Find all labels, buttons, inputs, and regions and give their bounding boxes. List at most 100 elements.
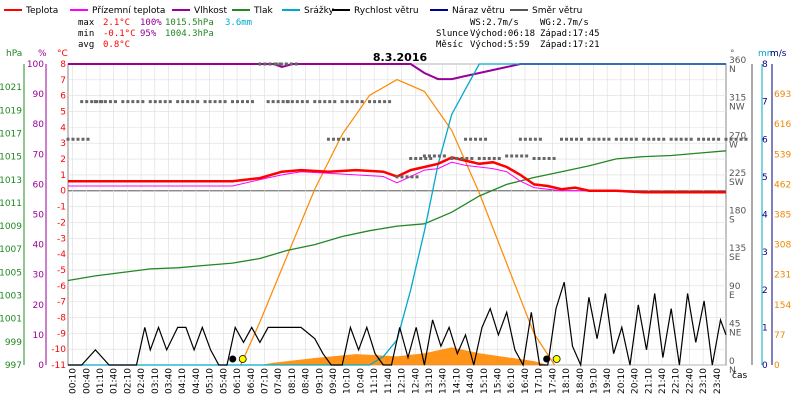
- wind-direction-point: [350, 100, 354, 104]
- rain-tick-label: 0: [774, 361, 780, 371]
- wind-direction-point: [345, 100, 349, 104]
- wind-direction-point: [218, 100, 222, 104]
- degc-tick-label: -4: [57, 250, 66, 260]
- ms-tick-label: 6: [762, 135, 768, 145]
- x-tick-label: 05:40: [219, 368, 229, 394]
- wind-direction-point: [341, 137, 345, 141]
- dir-tick-label: 360: [729, 56, 746, 66]
- wind-direction-point: [450, 156, 454, 160]
- wind-direction-point: [246, 100, 249, 104]
- wind-direction-point: [729, 137, 733, 141]
- wind-direction-point: [266, 100, 270, 104]
- wind-direction-point: [274, 62, 278, 66]
- dir-tick-label: 225: [729, 169, 746, 179]
- rain-tick-label: 462: [774, 180, 791, 190]
- legend-label: Směr větru: [532, 6, 582, 16]
- x-tick-label: 05:10: [206, 368, 216, 394]
- wind-direction-point: [532, 156, 536, 160]
- wind-direction-point: [168, 100, 172, 104]
- x-tick-label: 00:40: [82, 368, 92, 394]
- x-tick-label: 14:10: [452, 368, 462, 394]
- wind-direction-point: [429, 156, 433, 160]
- wind-direction-point: [71, 137, 75, 141]
- wind-direction-point: [213, 100, 217, 104]
- legend-label: Vlhkost: [194, 6, 227, 16]
- wind-direction-point: [669, 137, 673, 141]
- x-tick-label: 03:40: [165, 368, 175, 394]
- hpa-tick-label: 1017: [0, 129, 22, 139]
- x-tick-label: 23:10: [699, 368, 709, 394]
- stats-min-hum: 95%: [140, 29, 157, 39]
- wind-direction-point: [126, 100, 130, 104]
- x-tick-label: 00:10: [69, 368, 79, 394]
- wind-direction-point: [405, 175, 409, 179]
- wind-direction-point: [422, 154, 426, 158]
- wind-direction-point: [484, 137, 488, 141]
- x-tick-label: 18:10: [562, 368, 572, 394]
- rain-tick-label: 539: [774, 150, 791, 160]
- wind-direction-point: [533, 137, 537, 141]
- wind-direction-point: [717, 137, 721, 141]
- wind-direction-point: [602, 137, 606, 141]
- x-tick-label: 13:10: [425, 368, 435, 394]
- degc-tick-label: -1: [57, 203, 66, 213]
- wind-direction-point: [712, 137, 716, 141]
- legend-label: Přízemní teplota: [92, 6, 165, 16]
- wind-direction-point: [300, 100, 304, 104]
- degc-tick-label: 8: [60, 60, 66, 70]
- wind-direction-point: [460, 156, 464, 160]
- wind-direction-point: [85, 100, 89, 104]
- wind-direction-point: [734, 137, 738, 141]
- wind-direction-point: [236, 100, 239, 104]
- legend-label: Srážky: [304, 6, 335, 16]
- wind-direction-point: [196, 100, 200, 104]
- wind-direction-point: [336, 137, 340, 141]
- wind-direction-point: [388, 100, 392, 104]
- hpa-tick-label: 1007: [0, 245, 22, 255]
- degc-tick-label: 3: [60, 139, 66, 149]
- stats-min-label: min: [78, 29, 94, 39]
- solar-radiation-line: [240, 78, 556, 366]
- dir-tick-label: 315: [729, 94, 746, 104]
- dir-tick-label: SE: [729, 253, 741, 263]
- hpa-tick-label: 1003: [0, 292, 22, 302]
- wind-direction-point: [470, 156, 474, 160]
- wind-direction-point: [477, 156, 481, 160]
- pct-tick-label: 40: [33, 241, 45, 251]
- wind-direction-point: [424, 156, 428, 160]
- rain-tick-label: 693: [774, 90, 791, 100]
- wind-direction-point: [90, 100, 94, 104]
- wind-direction-point: [93, 100, 97, 104]
- wind-direction-point: [528, 137, 532, 141]
- wind-direction-point: [268, 62, 272, 66]
- degc-tick-label: -3: [57, 234, 66, 244]
- wind-direction-point: [294, 62, 298, 66]
- ground-temp-line: [68, 161, 726, 193]
- dir-tick-label: 180: [729, 207, 746, 217]
- wind-direction-point: [181, 100, 185, 104]
- sunrise-info: Východ:06:18: [470, 29, 535, 39]
- degc-tick-label: 5: [60, 108, 66, 118]
- wind-direction-point: [81, 137, 85, 141]
- x-tick-label: 16:10: [507, 368, 517, 394]
- hpa-tick-label: 1001: [0, 315, 22, 325]
- wind-direction-point: [276, 100, 280, 104]
- pct-tick-label: 0: [38, 361, 44, 371]
- wind-direction-point: [487, 156, 491, 160]
- wind-direction-point: [378, 100, 382, 104]
- dir-tick-label: 135: [729, 244, 746, 254]
- wind-direction-point: [153, 100, 157, 104]
- x-tick-label: 10:40: [356, 368, 366, 394]
- x-tick-label: 09:40: [329, 368, 339, 394]
- wind-direction-point: [538, 137, 542, 141]
- dir-tick-label: SW: [729, 178, 744, 188]
- x-tick-label: 17:40: [548, 368, 558, 394]
- x-tick-label: 01:40: [110, 368, 120, 394]
- wind-direction-point: [614, 137, 618, 141]
- wind-direction-point: [360, 100, 364, 104]
- wind-direction-point: [400, 175, 404, 179]
- x-tick-label: 22:40: [685, 368, 695, 394]
- wind-direction-point: [465, 156, 469, 160]
- dir-tick-label: S: [729, 216, 735, 226]
